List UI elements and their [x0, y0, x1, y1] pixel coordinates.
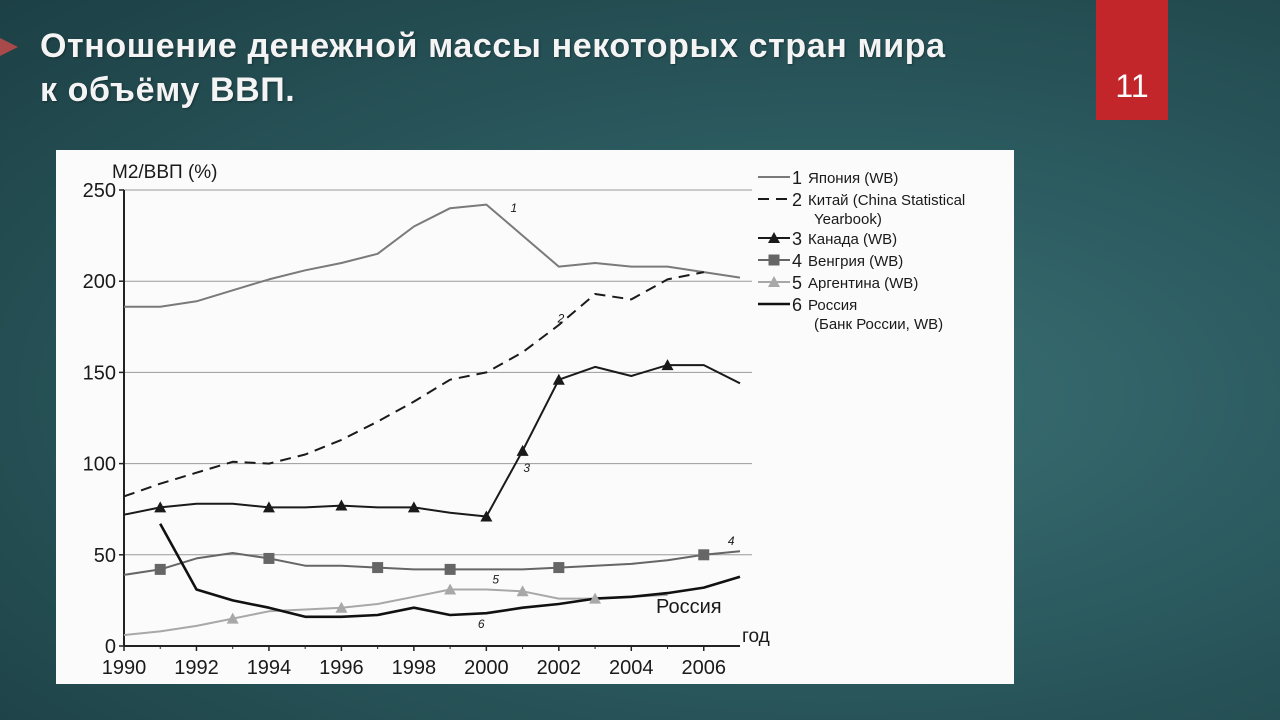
- x-tick-label-2006: 2006: [682, 657, 727, 679]
- series-line-6: [159, 523, 741, 619]
- legend-label-1: Япония (WB): [808, 170, 898, 187]
- legend-marker-5: [768, 276, 780, 287]
- marker-series-5: [444, 583, 457, 595]
- y-tick-label-0: 0: [105, 636, 116, 658]
- marker-series-4: [154, 563, 166, 575]
- x-tick-label-2004: 2004: [609, 657, 654, 679]
- marker-series-5: [589, 592, 602, 604]
- line-label-4: 4: [728, 534, 735, 548]
- x-axis-label: год: [742, 626, 770, 647]
- series-lines: [123, 203, 741, 637]
- legend-number-2: 2: [792, 190, 802, 210]
- legend-label-5: Аргентина (WB): [808, 275, 918, 292]
- slide-title: Отношение денежной массы некоторых стран…: [40, 27, 946, 109]
- legend-number-3: 3: [792, 229, 802, 249]
- x-tick-label-1996: 1996: [319, 657, 364, 679]
- y-tick-label-50: 50: [94, 545, 116, 567]
- marker-series-4: [372, 562, 384, 574]
- russia-annotation: Россия: [656, 596, 722, 618]
- legend-marker-4: [768, 254, 780, 266]
- legend-label-6: Россия: [808, 297, 857, 314]
- marker-series-5: [335, 601, 348, 613]
- marker-series-4: [263, 552, 275, 564]
- marker-series-3: [516, 444, 529, 456]
- legend-number-5: 5: [792, 273, 802, 293]
- legend-number-1: 1: [792, 168, 802, 188]
- marker-series-5: [516, 585, 529, 597]
- marker-series-4: [444, 563, 456, 575]
- marker-series-3: [335, 499, 348, 511]
- x-tick-label-1992: 1992: [174, 657, 219, 679]
- marker-series-3: [154, 501, 167, 513]
- x-tick-label-2000: 2000: [464, 657, 509, 679]
- grid-lines: [124, 189, 752, 556]
- line-label-1: 1: [510, 201, 517, 215]
- legend-number-6: 6: [792, 295, 802, 315]
- series-line-5: [123, 588, 668, 637]
- line-label-2: 2: [557, 311, 565, 325]
- series-markers: [154, 359, 710, 624]
- y-tick-label-250: 250: [83, 180, 116, 202]
- series-line-4: [123, 550, 741, 576]
- marker-series-3: [480, 510, 493, 522]
- marker-series-4: [698, 549, 710, 561]
- series-line-1: [124, 203, 741, 308]
- x-tick-label-1994: 1994: [247, 657, 292, 679]
- marker-series-3: [661, 359, 674, 371]
- marker-series-3: [552, 373, 565, 385]
- series-line-2: [123, 271, 704, 498]
- y-tick-label-150: 150: [83, 362, 116, 384]
- y-tick-label-200: 200: [83, 271, 116, 293]
- marker-series-5: [226, 612, 239, 624]
- m2-gdp-line-chart: 0 50 100 150 200 250 1990 1992 1994 1996 1998 2000 2…: [83, 162, 966, 679]
- legend-label-4: Венгрия (WB): [808, 253, 903, 270]
- slide-number: 11: [1096, 0, 1168, 120]
- legend-label-6: (Банк России, WB): [814, 316, 943, 333]
- legend-label-2: Китай (China Statistical: [808, 192, 965, 209]
- marker-series-3: [262, 501, 275, 513]
- legend-label-3: Канада (WB): [808, 231, 897, 248]
- line-label-3: 3: [523, 461, 530, 475]
- y-axis-label: М2/ВВП (%): [112, 162, 218, 183]
- chart-legend: 1 Япония (WB) 2 Китай (China Statistical Yea…: [758, 168, 965, 333]
- chart-labels: 1 2 3 4 5 6 Россия: [478, 201, 735, 631]
- marker-series-4: [553, 562, 565, 574]
- x-tick-label-1998: 1998: [392, 657, 437, 679]
- legend-label-2: Yearbook): [814, 211, 882, 228]
- line-label-6: 6: [478, 617, 485, 631]
- axes: 0 50 100 150 200 250 1990 1992 1994 1996 1998 2000 2…: [83, 162, 770, 679]
- marker-series-3: [407, 501, 420, 513]
- chart-panel: 0 50 100 150 200 250 1990 1992 1994 1996 1998 2000 2…: [56, 150, 1014, 684]
- series-line-3: [123, 364, 741, 518]
- y-tick-label-100: 100: [83, 454, 116, 476]
- x-tick-label-1990: 1990: [102, 657, 147, 679]
- line-label-5: 5: [492, 572, 499, 586]
- legend-marker-3: [768, 232, 780, 243]
- title-bullet-arrow: [0, 38, 18, 56]
- x-tick-label-2002: 2002: [537, 657, 582, 679]
- legend-number-4: 4: [792, 251, 802, 271]
